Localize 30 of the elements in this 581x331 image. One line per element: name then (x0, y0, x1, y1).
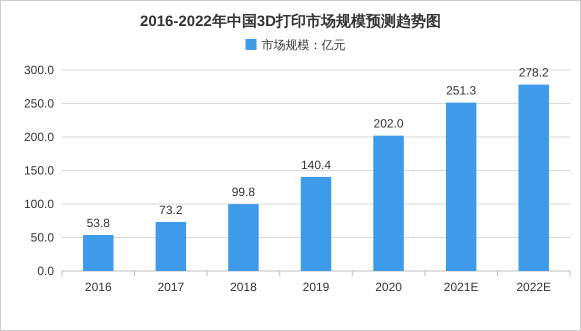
bar (518, 84, 549, 271)
bar (156, 222, 186, 271)
bar (228, 204, 259, 271)
bar (300, 176, 332, 271)
y-tick-label: 150.0 (24, 164, 54, 178)
x-tick-label: 2018 (230, 280, 258, 294)
x-tick-label: 2022E (516, 280, 552, 294)
data-label: 73.2 (159, 202, 183, 217)
y-tick-label: 300.0 (24, 63, 54, 77)
y-tick-label: 50.0 (30, 230, 54, 244)
data-label: 251.3 (446, 84, 476, 98)
bar (446, 102, 476, 271)
chart-title: 2016-2022年中国3D打印市场规模预测趋势图 (140, 12, 441, 30)
data-label: 202.0 (374, 116, 404, 131)
x-tick-label: 2020 (375, 280, 402, 294)
x-tick-label: 2021E (444, 280, 478, 294)
data-label: 278.2 (518, 66, 550, 80)
bar (373, 136, 404, 271)
x-tick-label: 2017 (158, 280, 185, 294)
bar (83, 234, 114, 271)
y-tick-label: 100.0 (24, 197, 54, 211)
data-label: 53.8 (86, 216, 110, 230)
data-label: 99.8 (232, 185, 256, 200)
x-tick-label: 2016 (84, 280, 112, 294)
y-tick-label: 200.0 (24, 130, 54, 144)
y-tick-label: 250.0 (24, 96, 54, 110)
x-tick-label: 2019 (302, 280, 330, 294)
data-label: 140.4 (300, 158, 332, 172)
legend-label: 市场规模：亿元 (262, 38, 346, 52)
y-tick-label: 0.0 (37, 264, 54, 278)
